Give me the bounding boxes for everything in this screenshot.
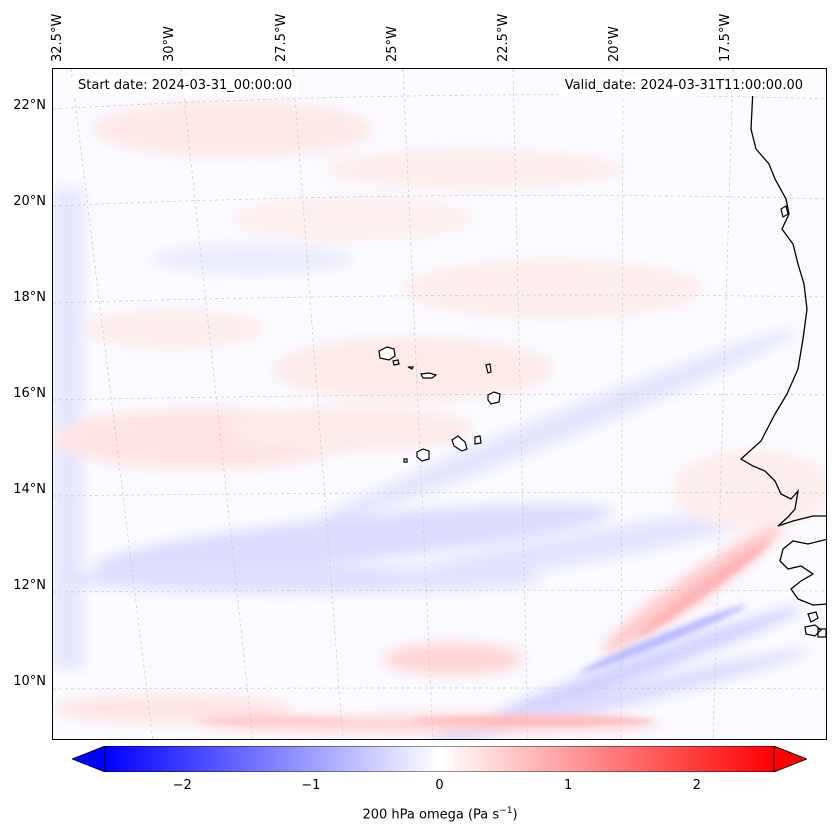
field-strong-features (193, 541, 768, 726)
longitude-label: 30°W (162, 26, 177, 62)
omega-field-map (53, 69, 826, 739)
longitude-label: 25°W (385, 26, 400, 62)
colorbar-tick-label: 0 (435, 778, 444, 793)
longitude-label: 27.5°W (274, 13, 289, 62)
colorbar-tick-label: 1 (564, 778, 573, 793)
field-patches (53, 101, 826, 739)
colorbar-label-exponent: −1 (499, 806, 513, 816)
longitude-label: 17.5°W (718, 13, 733, 62)
latitude-label: 16°N (13, 386, 46, 401)
african-coastline-south (779, 538, 826, 606)
latitude-label: 10°N (13, 674, 46, 689)
colorbar-tick-label: −1 (301, 778, 321, 793)
latitude-label: 14°N (13, 482, 46, 497)
longitude-label: 32.5°W (50, 13, 65, 62)
cape-verde-islands (378, 346, 501, 463)
colorbar-max-extend (773, 746, 807, 772)
start-date-label: Start date: 2024-03-31_00:00:00 (72, 76, 299, 96)
colorbar (72, 746, 807, 772)
graticule (53, 69, 826, 739)
colorbar-min-extend (72, 746, 106, 772)
map-panel (52, 68, 827, 740)
colorbar-label-text: 200 hPa omega (Pa s (362, 807, 500, 823)
colorbar-label: 200 hPa omega (Pa s−1) (0, 806, 837, 822)
colorbar-tick-label: −2 (172, 778, 192, 793)
african-coastline (739, 88, 826, 527)
colorbar-label-suffix: ) (512, 807, 518, 823)
latitude-label: 12°N (13, 578, 46, 593)
latitude-label: 22°N (13, 98, 46, 113)
longitude-label: 20°W (607, 26, 622, 62)
coastal-islands (780, 205, 826, 638)
colorbar-tick-label: 2 (692, 778, 701, 793)
longitude-label: 22.5°W (496, 13, 511, 62)
latitude-label: 20°N (13, 194, 46, 209)
valid-date-label: Valid_date: 2024-03-31T11:00:00.00 (558, 76, 809, 96)
latitude-label: 18°N (13, 290, 46, 305)
colorbar-gradient (104, 746, 775, 772)
